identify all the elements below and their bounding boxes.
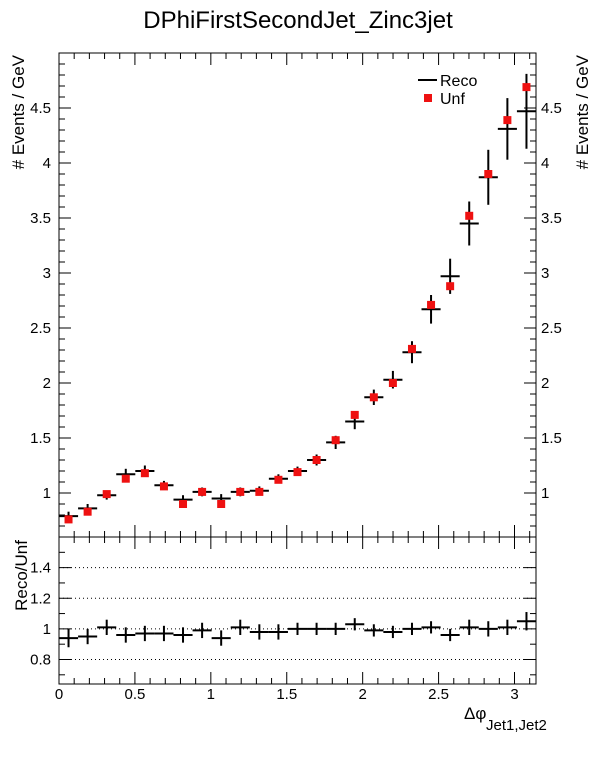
unf-point — [121, 474, 130, 483]
x-tick-label: 1.5 — [276, 686, 297, 703]
x-tick-label: 2 — [358, 686, 366, 703]
y-axis-label-left: # Events / GeV — [9, 54, 28, 169]
unf-point — [312, 456, 321, 464]
ratio-y-axis-label: Reco/Unf — [12, 540, 31, 611]
ratio-y-tick-label: 1 — [43, 621, 51, 638]
unf-point — [503, 116, 512, 125]
unf-point — [255, 487, 264, 496]
y-tick-label-left: 2 — [43, 375, 51, 392]
unf-point — [484, 170, 493, 178]
ratio-frame — [58, 536, 537, 685]
unf-point — [217, 500, 226, 508]
unf-point — [465, 211, 474, 220]
unf-point — [369, 393, 378, 402]
y-tick-label-left: 4.5 — [30, 100, 51, 117]
x-tick-label: 3 — [510, 686, 518, 703]
y-tick-label-left: 1 — [43, 485, 51, 502]
chart-title: DPhiFirstSecondJet_Zinc3jet — [143, 7, 453, 34]
y-tick-label-right: 4.5 — [541, 100, 562, 117]
unf-point — [102, 490, 111, 499]
x-tick-label: 1 — [207, 686, 215, 703]
unf-point — [388, 379, 397, 387]
y-tick-label-left: 1.5 — [30, 430, 51, 447]
unf-point — [427, 300, 436, 309]
x-tick-label: 0 — [55, 686, 63, 703]
unf-point — [350, 410, 359, 419]
x-tick-label: 2.5 — [428, 686, 449, 703]
y-tick-label-right: 1 — [541, 485, 549, 502]
unf-point — [293, 468, 302, 477]
y-tick-label-right: 3.5 — [541, 210, 562, 227]
unf-point — [140, 469, 149, 478]
legend-unf-marker — [424, 94, 432, 102]
ratio-y-tick-label: 0.8 — [30, 652, 51, 669]
y-tick-label-left: 3 — [43, 265, 51, 282]
y-tick-label-right: 2.5 — [541, 320, 562, 337]
y-tick-label-right: 1.5 — [541, 430, 562, 447]
y-tick-label-right: 3 — [541, 265, 549, 282]
y-tick-label-right: 4 — [541, 155, 549, 172]
x-tick-label: 0.5 — [124, 686, 145, 703]
unf-point — [83, 507, 92, 516]
y-tick-label-left: 3.5 — [30, 210, 51, 227]
x-axis-label-sub: Jet1,Jet2 — [486, 717, 547, 734]
y-tick-label-left: 2.5 — [30, 320, 51, 337]
unf-point — [64, 515, 73, 524]
ratio-y-tick-label: 1.2 — [30, 590, 51, 607]
unf-point — [331, 436, 340, 445]
unf-point — [236, 487, 245, 496]
unf-point — [407, 344, 416, 353]
legend-unf-label: Unf — [440, 91, 465, 108]
unf-point — [522, 83, 531, 92]
ratio-y-tick-label: 1.4 — [30, 560, 51, 577]
legend-reco-label: Reco — [440, 73, 477, 90]
y-tick-label-right: 2 — [541, 375, 549, 392]
x-axis-label-main: Δφ — [464, 704, 486, 723]
unf-point — [159, 482, 168, 491]
unf-point — [179, 500, 188, 508]
main-panel: 1 11.5 1.52 22.5 2.53 33.5 3.54 44.5 4.5# Events… — [9, 52, 592, 538]
ratio-panel: 0.8 1 1.2 1.4 0 0.5 1 1.5 2 2.5 3 Reco/Unf ΔφJet1,Je… — [12, 536, 547, 734]
unf-point — [274, 475, 283, 484]
y-axis-label-right: # Events / GeV — [573, 54, 592, 169]
unf-point — [198, 487, 207, 496]
unf-point — [446, 282, 455, 291]
y-tick-label-left: 4 — [43, 155, 51, 172]
